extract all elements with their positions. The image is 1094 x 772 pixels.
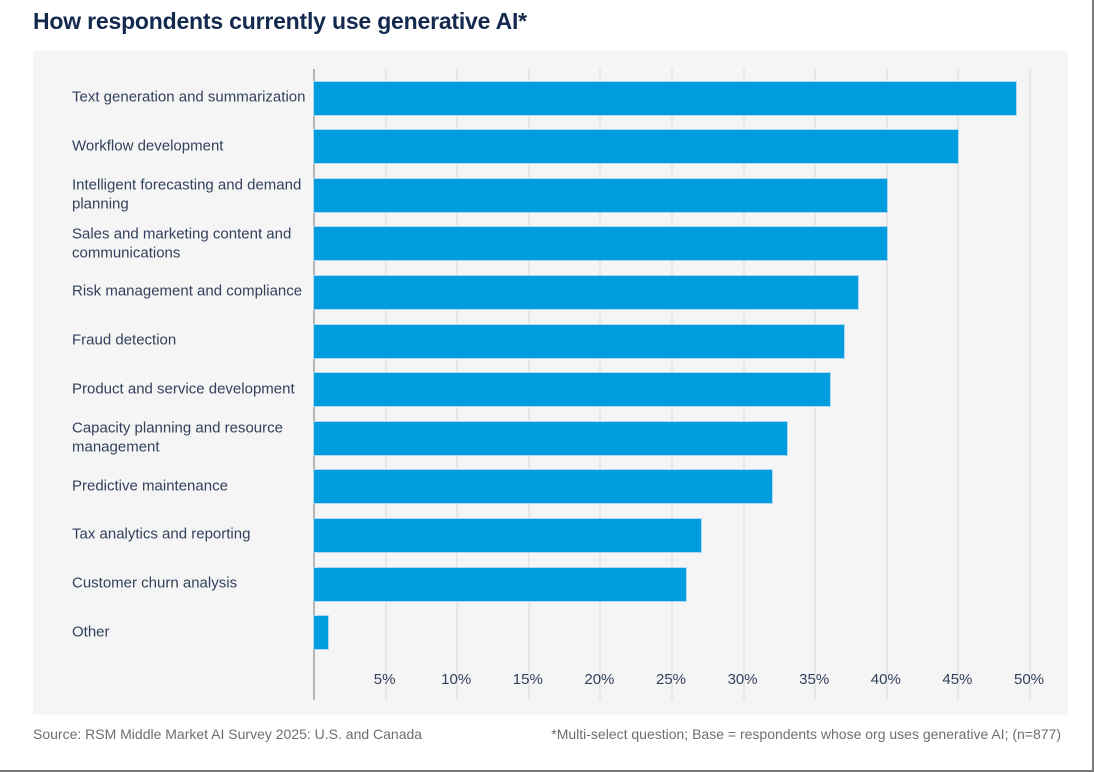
right-border [1092, 0, 1094, 772]
bar [314, 227, 887, 261]
category-label: Workflow development [72, 137, 224, 155]
x-tick-label: 45% [942, 671, 973, 688]
footnote: *Multi-select question; Base = responden… [551, 726, 1061, 742]
x-tick-label: 15% [512, 671, 543, 688]
category-label: Product and service development [72, 380, 295, 398]
gridline [957, 69, 960, 700]
plot-panel: Text generation and summarization Workflo… [33, 51, 1068, 715]
bar [314, 81, 1016, 115]
source-note: Source: RSM Middle Market AI Survey 2025… [33, 726, 423, 742]
category-label: Fraud detection [72, 331, 177, 349]
bottom-border [0, 770, 1094, 772]
category-label: Risk management and compliance [72, 283, 303, 301]
category-label: Capacity planning and resource managemen… [72, 419, 283, 456]
bar [314, 421, 787, 455]
gridline [1029, 69, 1031, 700]
x-tick-label: 35% [799, 671, 830, 688]
chart-row: Text generation and summarization [33, 81, 1068, 115]
chart-row: Workflow development [33, 130, 1068, 164]
bar [314, 275, 859, 309]
category-label: Predictive maintenance [72, 477, 228, 495]
bar [314, 518, 701, 552]
chart-row: Sales and marketing content and communic… [33, 225, 1068, 261]
x-tick-label: 20% [584, 671, 615, 688]
bar [314, 130, 959, 164]
x-tick-label: 25% [655, 671, 687, 688]
chart-row: Other [33, 616, 1068, 650]
x-tick-label: 40% [870, 671, 901, 688]
bar [314, 324, 844, 358]
chart-title: How respondents currently use generative… [33, 8, 527, 34]
footer: Source: RSM Middle Market AI Survey 2025… [33, 726, 1061, 742]
chart-row: Customer churn analysis [33, 567, 1068, 601]
category-label: Intelligent forecasting and demand plann… [72, 176, 302, 213]
bar [314, 373, 830, 407]
x-tick-label: 10% [441, 671, 472, 688]
chart-row: Fraud detection [33, 324, 1068, 358]
chart-row: Tax analytics and reporting [33, 518, 1068, 552]
chart-row: Intelligent forecasting and demand plann… [33, 176, 1068, 213]
bar [314, 567, 687, 601]
x-tick-label: 30% [727, 671, 758, 688]
category-label: Sales and marketing content and communic… [72, 225, 292, 261]
bar [314, 178, 887, 212]
bar [314, 470, 773, 504]
gridline [885, 69, 888, 700]
chart-row: Risk management and compliance [33, 275, 1068, 309]
chart-row: Capacity planning and resource managemen… [33, 419, 1068, 456]
x-tick-label: 5% [373, 671, 396, 688]
bar [314, 616, 329, 650]
category-label: Tax analytics and reporting [72, 526, 251, 544]
category-label: Other [72, 623, 110, 641]
x-tick-label: 50% [1013, 671, 1045, 688]
chart-row: Predictive maintenance [33, 470, 1068, 504]
category-label: Customer churn analysis [72, 574, 238, 592]
chart-row: Product and service development [33, 373, 1068, 407]
category-label: Text generation and summarization [72, 88, 306, 106]
